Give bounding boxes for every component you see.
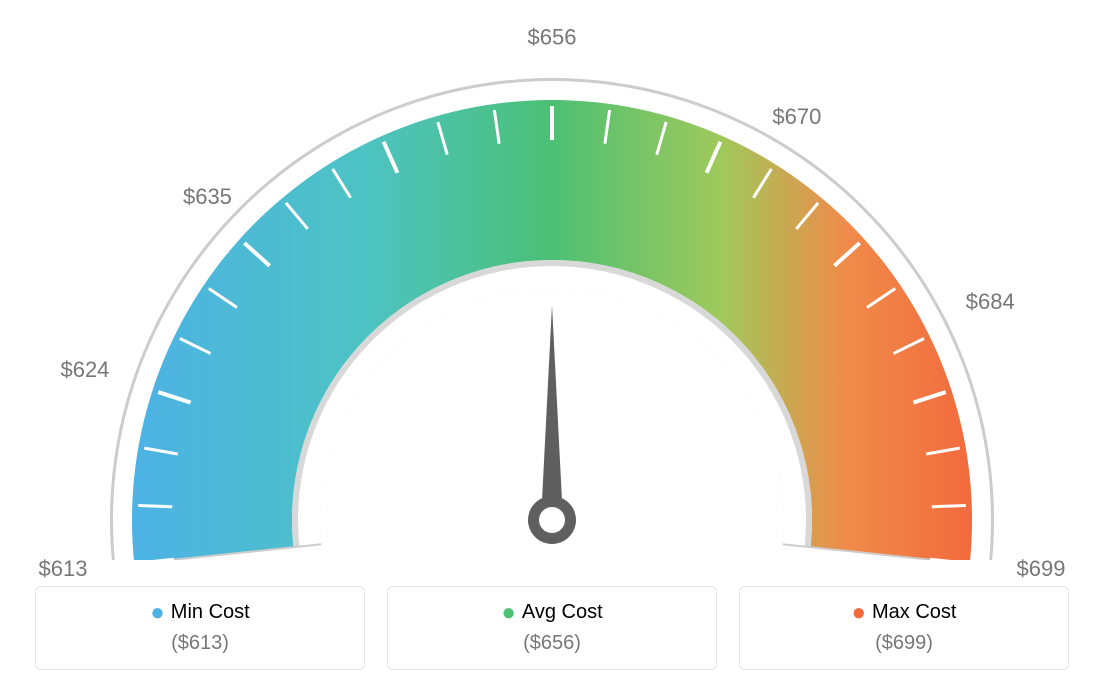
- gauge-tick-label: $670: [772, 104, 821, 130]
- legend-avg-cost: ● Avg Cost ($656): [387, 586, 717, 670]
- max-cost-value: ($699): [750, 632, 1058, 655]
- gauge-tick-label: $613: [39, 556, 88, 582]
- max-cost-dot: ●: [852, 599, 867, 626]
- avg-cost-label: Avg Cost: [522, 601, 603, 623]
- gauge-tick-label: $656: [528, 25, 577, 51]
- gauge-tick-label: $699: [1017, 556, 1066, 582]
- avg-cost-value: ($656): [398, 632, 706, 655]
- max-cost-label: Max Cost: [872, 601, 956, 623]
- min-cost-dot: ●: [150, 599, 165, 626]
- legend-row: ●Min Cost ($613) ●Avg Cost ($656) ●Max C…: [35, 586, 1069, 670]
- gauge-tick-label: $684: [966, 289, 1015, 315]
- legend-min-cost: ● Min Cost ($613): [35, 586, 365, 670]
- gauge-tick-label: $624: [60, 357, 109, 383]
- cost-gauge-widget: $613 $624 $635 $656 $670 $684 $699 ● Min Cost (…: [0, 0, 1104, 690]
- min-cost-value: ($613): [46, 632, 354, 655]
- gauge-tick-label: $635: [183, 184, 232, 210]
- min-cost-label: Min Cost: [171, 601, 250, 623]
- legend-max-cost: ●Max Cost ($699): [739, 586, 1069, 670]
- avg-cost-dot: ●: [501, 599, 516, 626]
- gauge-chart: $613$624$635$656$670$684$699: [0, 0, 1104, 560]
